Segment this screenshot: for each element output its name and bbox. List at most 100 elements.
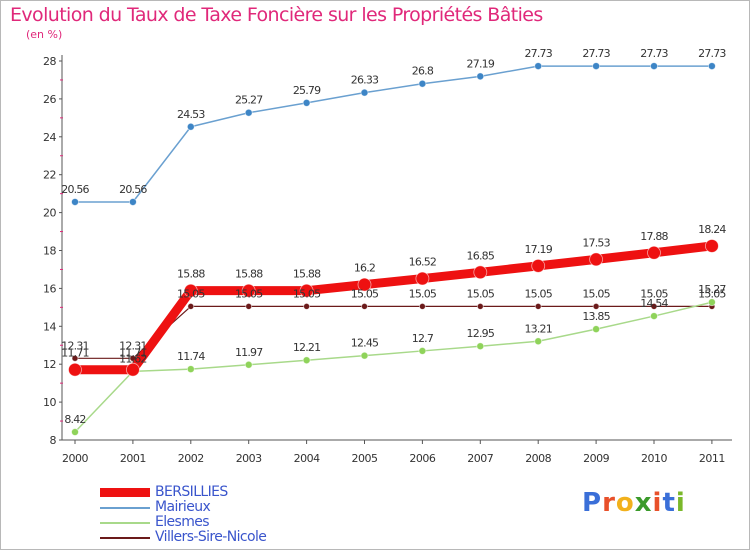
data-point-villers-sire-nicole [187, 303, 195, 310]
data-label-mairieux: 26.33 [351, 74, 379, 87]
x-tick-label: 2000 [62, 452, 88, 465]
data-label-bersillies: 16.2 [354, 262, 375, 275]
data-point-bersillies [68, 362, 82, 377]
y-tick-label: 26 [43, 93, 56, 106]
data-label-bersillies: 17.88 [640, 230, 668, 243]
data-label-elesmes: 11.74 [177, 350, 205, 363]
data-label-elesmes: 12.45 [351, 337, 379, 350]
logo-letter: i [675, 488, 686, 518]
x-tick-label: 2010 [641, 452, 667, 465]
data-point-mairieux [418, 79, 427, 88]
data-label-villers-sire-nicole: 12.31 [61, 339, 89, 352]
data-point-elesmes [708, 298, 716, 307]
x-tick-label: 2011 [699, 452, 725, 465]
legend-item-bersillies: BERSILLIES [100, 484, 320, 500]
data-point-mairieux [71, 198, 79, 206]
data-point-elesmes [418, 347, 427, 355]
data-point-bersillies [589, 252, 603, 267]
data-point-bersillies [241, 283, 256, 298]
series-line-villers-sire-nicole [74, 305, 713, 359]
legend-swatch-bersillies [100, 488, 150, 497]
legend-label-elesmes: Elesmes [155, 514, 210, 530]
x-tick-label: 2005 [352, 452, 378, 465]
data-point-mairieux [302, 98, 311, 107]
data-point-bersillies [125, 362, 140, 377]
data-point-villers-sire-nicole [418, 303, 426, 310]
data-point-elesmes [186, 365, 195, 374]
data-label-elesmes: 15.27 [698, 283, 726, 296]
x-tick-label: 2004 [294, 452, 320, 465]
legend-swatch-villers [100, 537, 150, 539]
data-point-bersillies [299, 283, 314, 298]
data-label-mairieux: 27.73 [582, 47, 610, 60]
logo-letter: x [634, 488, 653, 518]
logo-letter: i [652, 488, 663, 518]
y-tick-label: 8 [50, 434, 57, 447]
y-tick-label: 22 [43, 169, 56, 182]
data-point-villers-sire-nicole [71, 354, 79, 362]
legend-item-villers: Villers-Sire-Nicole [100, 529, 320, 545]
data-point-elesmes [360, 351, 369, 360]
data-label-bersillies: 18.24 [698, 223, 726, 236]
data-label-mairieux: 25.79 [293, 84, 321, 97]
y-tick-label: 10 [43, 396, 56, 409]
data-point-bersillies [705, 239, 719, 253]
data-point-elesmes [650, 312, 658, 320]
data-point-elesmes [476, 342, 485, 351]
data-label-elesmes: 12.7 [412, 332, 434, 345]
data-point-mairieux [360, 88, 369, 97]
data-label-elesmes: 11.62 [119, 352, 147, 365]
legend-label-mairieux: Mairieux [155, 499, 211, 515]
data-point-elesmes [244, 360, 253, 369]
data-label-villers-sire-nicole: 15.05 [698, 287, 726, 300]
data-point-mairieux [534, 62, 543, 71]
x-tick-label: 2006 [409, 452, 435, 465]
data-point-mairieux [592, 62, 600, 71]
data-label-elesmes: 13.21 [524, 322, 552, 335]
data-label-elesmes: 13.85 [582, 310, 610, 323]
data-point-villers-sire-nicole [476, 303, 484, 310]
logo-letter: P [582, 488, 603, 518]
data-point-elesmes [592, 325, 600, 334]
data-label-elesmes: 8.42 [64, 413, 85, 426]
data-label-mairieux: 20.56 [119, 183, 147, 196]
x-tick-label: 2002 [178, 452, 204, 465]
data-label-villers-sire-nicole: 15.05 [351, 287, 379, 300]
data-point-bersillies [473, 265, 488, 280]
series-line-mairieux [74, 65, 713, 203]
x-tick-label: 2007 [467, 452, 493, 465]
y-tick-label: 14 [43, 320, 56, 333]
data-label-bersillies: 11.71 [119, 347, 147, 360]
data-point-elesmes [534, 337, 543, 346]
data-point-bersillies [183, 283, 198, 298]
data-point-bersillies [647, 245, 661, 260]
legend-label-bersillies: BERSILLIES [155, 484, 228, 500]
data-label-mairieux: 20.56 [61, 183, 89, 196]
y-tick-label: 18 [43, 245, 56, 258]
x-tick-label: 2008 [525, 452, 551, 465]
x-tick-label: 2003 [236, 452, 262, 465]
data-point-villers-sire-nicole [361, 303, 368, 310]
data-label-villers-sire-nicole: 15.05 [235, 287, 263, 300]
data-label-bersillies: 16.52 [409, 256, 437, 269]
data-point-bersillies [531, 258, 546, 273]
x-tick-label: 2009 [583, 452, 609, 465]
data-point-bersillies [415, 271, 430, 286]
chart-title: Evolution du Taux de Taxe Foncière sur l… [10, 4, 543, 26]
data-label-elesmes: 12.21 [293, 341, 321, 354]
data-label-villers-sire-nicole: 12.31 [119, 339, 147, 352]
data-point-mairieux [650, 62, 658, 71]
y-tick-label: 24 [43, 131, 56, 144]
y-tick-label: 28 [43, 55, 56, 68]
data-label-elesmes: 14.54 [640, 297, 668, 310]
data-point-villers-sire-nicole [245, 303, 253, 310]
data-label-mairieux: 27.73 [524, 47, 552, 60]
series-line-elesmes [74, 301, 713, 433]
data-label-bersillies: 16.85 [467, 249, 495, 262]
data-label-elesmes: 11.97 [235, 346, 263, 359]
y-tick-label: 20 [43, 207, 56, 220]
data-point-elesmes [71, 428, 79, 436]
data-label-villers-sire-nicole: 15.05 [640, 287, 668, 300]
data-label-bersillies: 17.53 [582, 236, 610, 249]
data-label-mairieux: 27.19 [467, 57, 495, 70]
